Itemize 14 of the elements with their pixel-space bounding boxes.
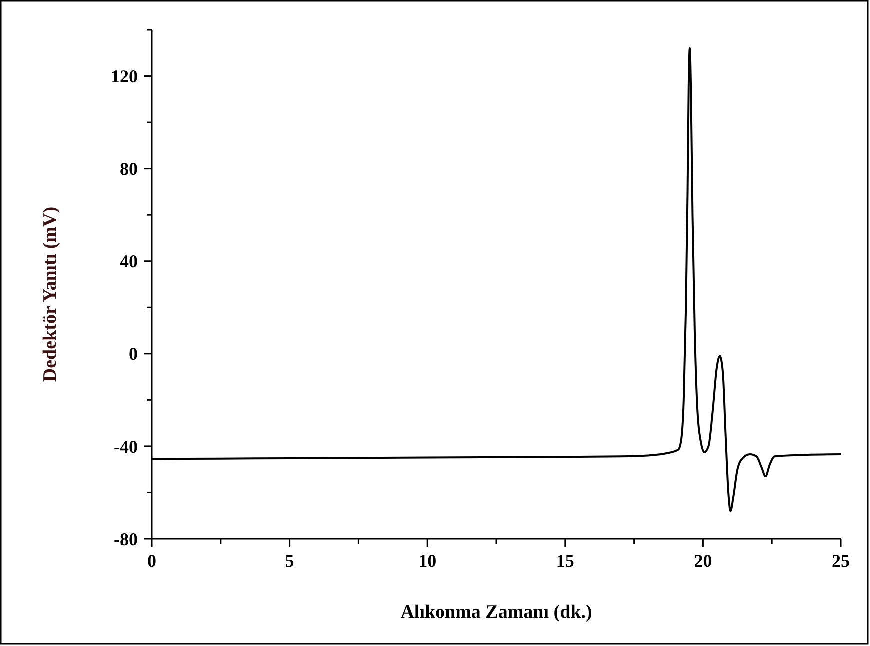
y-tick-label: -40	[114, 436, 138, 457]
x-axis-title: Alıkonma Zamanı (dk.)	[400, 602, 592, 623]
y-tick-label: 120	[111, 66, 138, 87]
x-tick-label: 0	[148, 551, 156, 571]
x-tick-label: 20	[694, 551, 712, 571]
x-tick-label: 5	[285, 551, 294, 571]
x-tick-label: 10	[418, 551, 437, 571]
y-tick-label: 80	[120, 159, 138, 180]
y-axis-title: Dedektör Yanıtı (mV)	[40, 206, 61, 382]
y-tick-label: 40	[120, 252, 138, 272]
y-tick-label: -80	[114, 529, 138, 550]
y-tick-label: 0	[129, 344, 138, 364]
x-tick-label: 25	[832, 551, 850, 571]
x-tick-label: 15	[556, 551, 574, 571]
